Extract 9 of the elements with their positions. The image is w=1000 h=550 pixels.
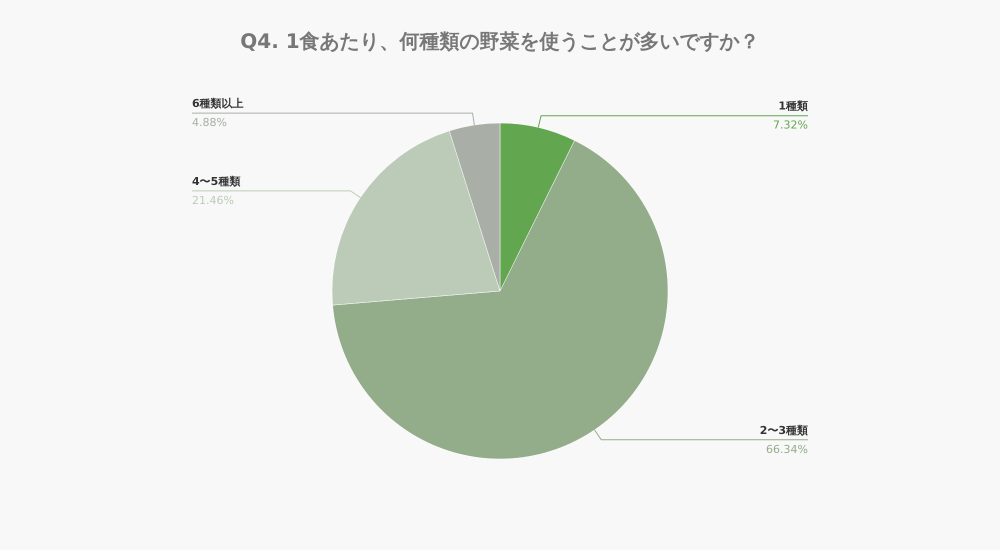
slice-label: 1種類 — [778, 100, 808, 113]
slice-label: 4〜5種類 — [192, 174, 240, 188]
slice-label: 2〜3種類 — [760, 424, 808, 437]
data-label: 21.46% — [192, 194, 234, 207]
data-label: 7.32% — [773, 118, 808, 132]
data-label: 4.88% — [192, 116, 227, 130]
data-label: 66.34% — [766, 442, 808, 456]
chart-title: Q4. 1食あたり、何種類の野菜を使うことが多いですか？ — [240, 29, 760, 53]
slice-label: 6種類以上 — [192, 97, 244, 110]
